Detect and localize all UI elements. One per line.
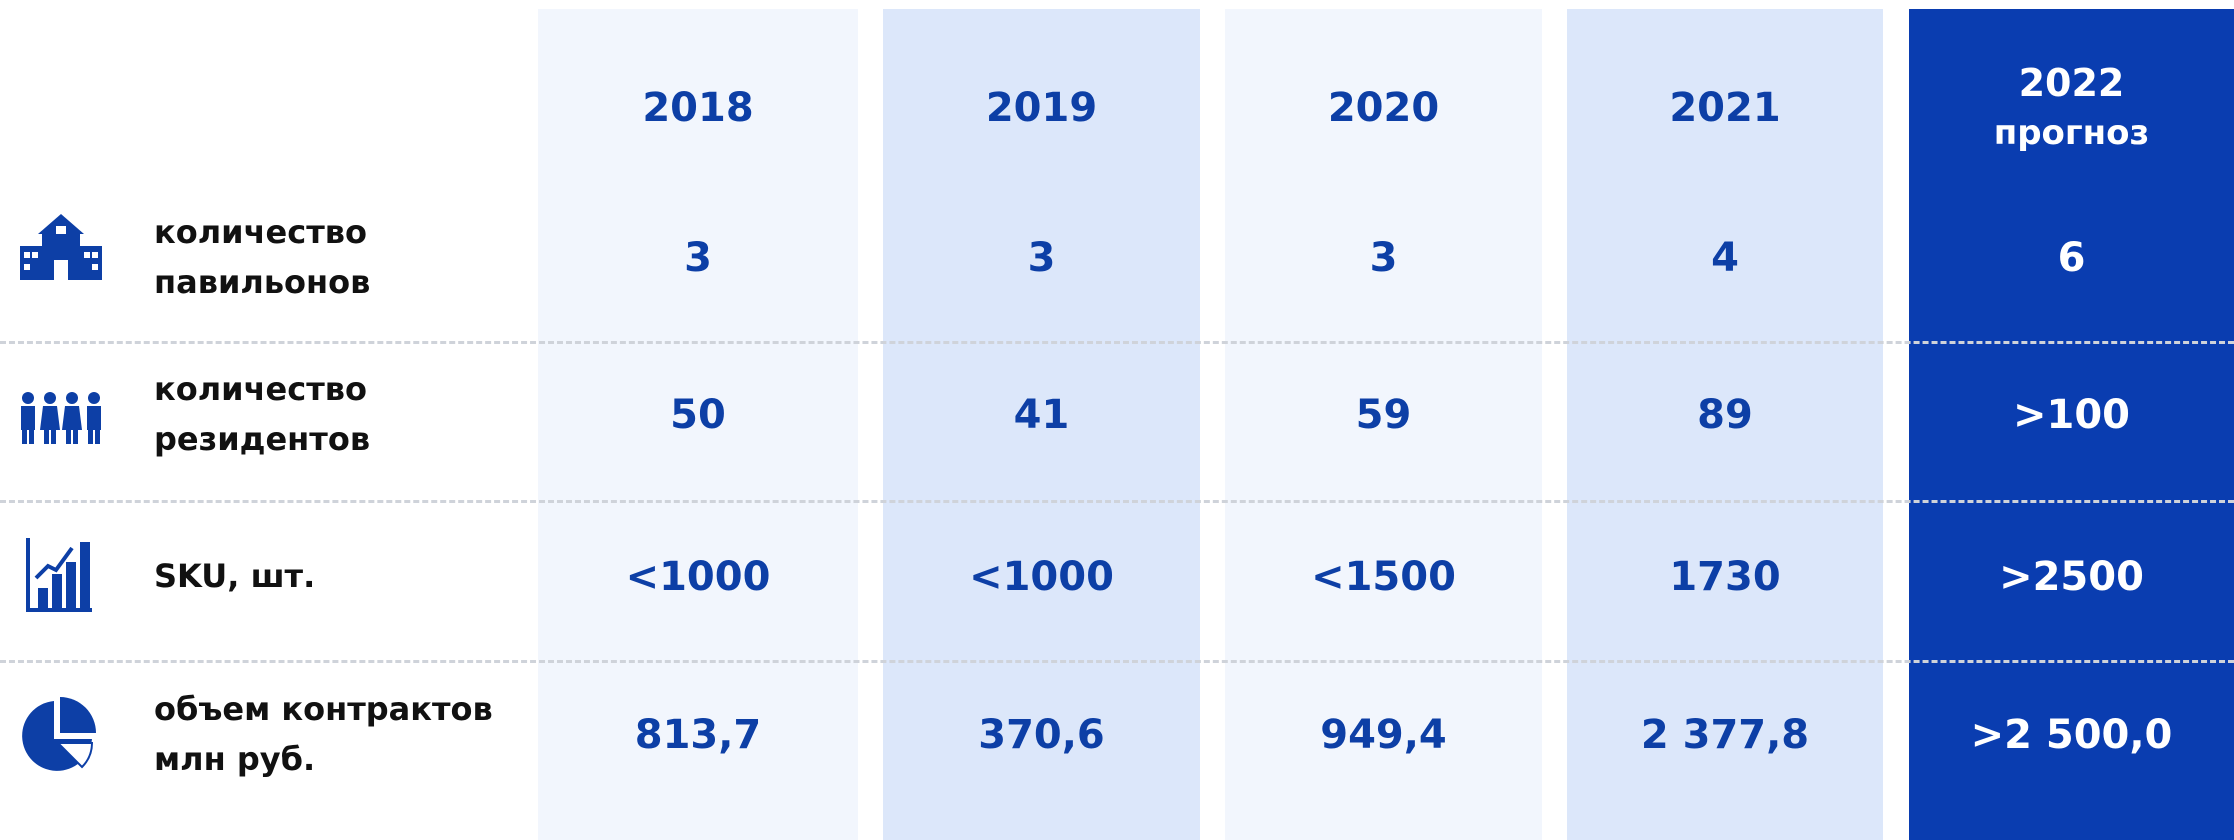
value-cell: >2500	[1999, 554, 2144, 600]
column-header: 2021	[1567, 40, 1883, 175]
row-label: объем контрактов млн руб.	[154, 690, 493, 778]
value-cell: 3	[1027, 235, 1056, 281]
value-cell: 813,7	[634, 712, 762, 758]
column-bg	[538, 9, 858, 840]
row-divider	[0, 660, 2234, 663]
sku-icon	[26, 538, 92, 612]
value-cell: <1500	[1311, 554, 1456, 600]
row-divider	[0, 500, 2234, 503]
value-cell: 59	[1355, 392, 1412, 438]
year: 2018	[642, 84, 754, 131]
year: 2022	[2018, 61, 2125, 106]
value-cell: 50	[670, 392, 726, 438]
value-cell: <1000	[969, 554, 1114, 600]
value-cell: 949,4	[1320, 712, 1447, 758]
column-bg	[1225, 9, 1542, 840]
value-cell: 2 377,8	[1640, 712, 1810, 758]
row-label: количество резидентов	[154, 370, 371, 458]
value-cell: 3	[684, 235, 712, 281]
row-divider	[0, 340, 2234, 344]
value-cell: >2 500,0	[1970, 712, 2173, 758]
column-bg	[1567, 9, 1883, 840]
column-bg	[1909, 9, 2234, 840]
year: 2020	[1327, 84, 1440, 131]
year-note: прогноз	[1993, 113, 2150, 154]
value-cell: >100	[2012, 392, 2130, 438]
pavilion-icon	[20, 214, 102, 280]
column-header: 2020	[1225, 40, 1542, 175]
value-cell: 370,6	[978, 712, 1105, 758]
year: 2021	[1669, 84, 1781, 131]
value-cell: 6	[2057, 235, 2086, 281]
residents-icon	[21, 392, 101, 444]
value-cell: 1730	[1669, 554, 1781, 600]
column-header: 2018	[538, 40, 858, 175]
value-cell: 3	[1369, 235, 1398, 281]
value-cell: 4	[1711, 235, 1739, 281]
column-header: 2022 прогноз	[1909, 40, 2234, 175]
value-cell: 41	[1013, 392, 1070, 438]
value-cell: 89	[1697, 392, 1753, 438]
contracts-icon	[22, 697, 96, 771]
row-label: количество павильонов	[154, 213, 371, 301]
column-bg	[883, 9, 1200, 840]
row-label: SKU, шт.	[154, 557, 316, 596]
year: 2019	[985, 84, 1098, 131]
value-cell: <1000	[625, 554, 771, 600]
column-header: 2019	[883, 40, 1200, 175]
